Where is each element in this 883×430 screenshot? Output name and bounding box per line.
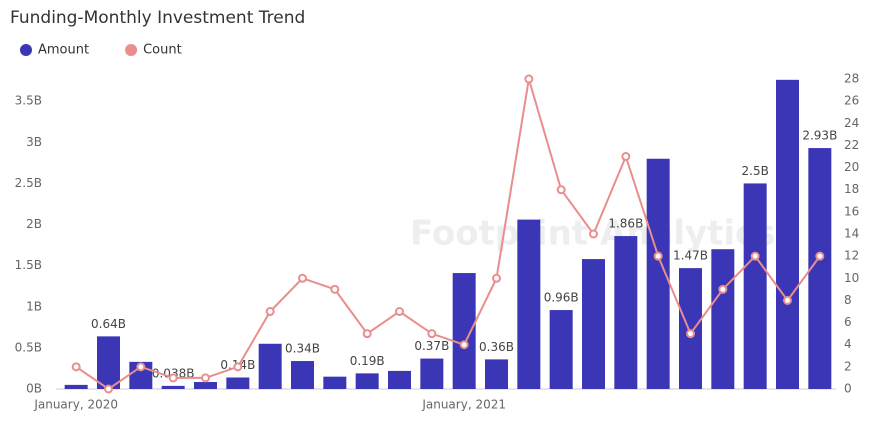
bar bbox=[64, 384, 88, 389]
line-point bbox=[686, 329, 695, 339]
legend-label: Count bbox=[143, 43, 182, 58]
y-tick-label: 0B bbox=[26, 382, 42, 396]
x-tick-label: January, 2021 bbox=[421, 398, 506, 412]
value-label: 1.47B bbox=[673, 249, 708, 263]
line-point bbox=[815, 251, 825, 261]
bar bbox=[646, 158, 670, 389]
y2-tick-label: 28 bbox=[844, 72, 859, 86]
bar bbox=[226, 377, 250, 389]
legend-swatch bbox=[20, 44, 32, 56]
y2-tick-label: 2 bbox=[844, 359, 852, 373]
bar bbox=[614, 236, 638, 389]
bar bbox=[582, 259, 605, 389]
bar bbox=[388, 370, 411, 389]
y-tick-label: 0.5B bbox=[15, 340, 42, 354]
y-tick-label: 3.5B bbox=[15, 94, 42, 108]
y-tick-label: 1.5B bbox=[15, 258, 42, 272]
y2-tick-label: 0 bbox=[844, 382, 852, 396]
value-label: 0.64B bbox=[91, 317, 126, 331]
y2-tick-label: 18 bbox=[844, 182, 859, 196]
value-label: 2.5B bbox=[742, 164, 769, 178]
line-point bbox=[492, 273, 501, 283]
line-point bbox=[330, 284, 340, 294]
line-point bbox=[459, 340, 469, 350]
y2-tick-label: 8 bbox=[844, 293, 852, 307]
bar bbox=[194, 382, 217, 389]
line-point bbox=[427, 329, 437, 339]
y2-tick-label: 26 bbox=[844, 94, 859, 108]
y2-tick-label: 10 bbox=[844, 271, 859, 285]
value-label: 0.96B bbox=[544, 291, 579, 305]
line-point bbox=[783, 295, 792, 305]
line-point bbox=[750, 251, 760, 261]
bar bbox=[517, 219, 541, 389]
value-label: 0.34B bbox=[285, 342, 320, 356]
bar bbox=[549, 310, 573, 389]
x-tick-label: January, 2020 bbox=[33, 398, 118, 412]
y2-tick-label: 6 bbox=[844, 315, 852, 329]
bar bbox=[291, 361, 314, 389]
line-point bbox=[233, 362, 243, 372]
bar bbox=[776, 79, 799, 390]
y-tick-label: 3B bbox=[26, 135, 42, 149]
y-tick-label: 2B bbox=[26, 217, 42, 231]
value-label: 0.19B bbox=[350, 354, 385, 368]
bar bbox=[161, 385, 185, 389]
line-point bbox=[524, 74, 534, 84]
value-label: 1.86B bbox=[608, 217, 643, 231]
y2-tick-label: 16 bbox=[844, 204, 859, 218]
bar bbox=[420, 358, 444, 389]
line-point bbox=[362, 329, 372, 339]
bar bbox=[711, 249, 735, 389]
value-label: 0.36B bbox=[479, 340, 514, 354]
bar bbox=[258, 343, 282, 389]
bar bbox=[323, 376, 347, 389]
value-label: 0.37B bbox=[414, 339, 449, 353]
bar bbox=[452, 273, 476, 389]
line-point bbox=[653, 251, 663, 261]
line-point bbox=[298, 273, 307, 283]
y2-tick-label: 4 bbox=[844, 337, 852, 351]
line-point bbox=[395, 307, 404, 316]
line-point bbox=[589, 229, 598, 239]
y2-tick-label: 14 bbox=[844, 227, 859, 241]
value-label: 0.038B bbox=[152, 366, 195, 380]
y2-tick-label: 24 bbox=[844, 116, 859, 130]
y-tick-label: 2.5B bbox=[15, 176, 42, 190]
line-point bbox=[556, 185, 566, 195]
legend-label: Amount bbox=[38, 43, 89, 58]
bar bbox=[355, 373, 379, 389]
bar bbox=[808, 148, 832, 389]
line-point bbox=[265, 307, 275, 316]
value-label: 2.93B bbox=[802, 129, 837, 143]
chart-title: Funding-Monthly Investment Trend bbox=[10, 8, 305, 28]
bar bbox=[679, 268, 702, 389]
line-point bbox=[136, 362, 146, 372]
bar bbox=[743, 183, 767, 389]
y2-tick-label: 20 bbox=[844, 160, 859, 174]
line-point bbox=[104, 384, 113, 394]
y2-tick-label: 12 bbox=[844, 249, 859, 263]
line-point bbox=[71, 362, 81, 372]
line-point bbox=[168, 373, 178, 383]
line-point bbox=[201, 373, 210, 383]
y-tick-label: 1B bbox=[26, 299, 42, 313]
line-point bbox=[621, 152, 631, 161]
bar bbox=[97, 336, 120, 389]
line-point bbox=[718, 284, 728, 294]
line bbox=[75, 78, 821, 391]
bar bbox=[485, 359, 508, 389]
y2-tick-label: 22 bbox=[844, 138, 859, 152]
legend-swatch bbox=[125, 44, 138, 56]
